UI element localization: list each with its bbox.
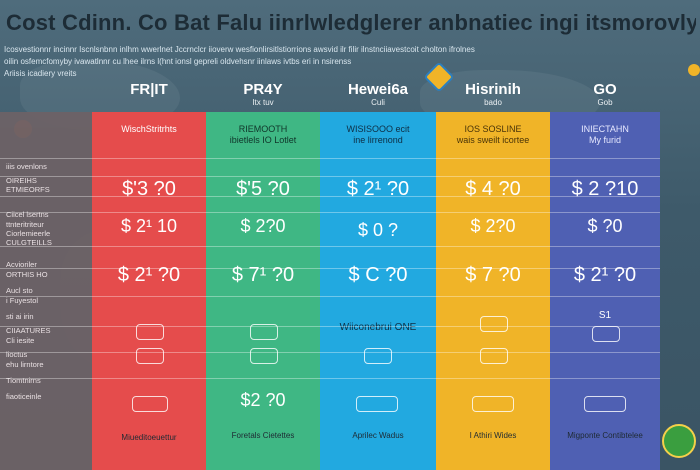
row-divider xyxy=(0,158,660,159)
price-value: $ C ?0 xyxy=(348,264,408,286)
feature-label: i Fuyestol xyxy=(6,296,39,305)
feature-glyph-icon xyxy=(480,348,508,364)
price-value: $ 2¹ ?0 xyxy=(573,264,637,286)
subtitle-line: oilin osfemcfomyby ivawatlnnr cu lhee il… xyxy=(4,57,352,66)
row-divider xyxy=(0,268,660,269)
feature-label: ttnteritriteur xyxy=(6,220,44,229)
plan-sub: Gob xyxy=(597,98,613,107)
plan-header: GO Gob xyxy=(550,82,660,112)
price-value: $ ?0 xyxy=(587,216,623,236)
feature-label: CIIAATURES xyxy=(6,326,51,335)
plan-column: WischStritrhts $'3 ?0 $ 2¹ 10 $ 2¹ ?0 Mi… xyxy=(92,112,206,470)
plan-sub: Culi xyxy=(371,98,385,107)
plan-description: WISISOOO ecit ine lirrenond xyxy=(346,124,410,145)
plan-header: FR|IT xyxy=(92,82,206,112)
row-divider xyxy=(0,176,660,177)
row-divider xyxy=(0,212,660,213)
plan-name: GO xyxy=(593,81,617,98)
feature-glyph-icon xyxy=(136,324,164,340)
feature-glyph-icon xyxy=(472,396,514,412)
feature-label: ETMIEORFS xyxy=(6,185,50,194)
price-value: $ 7 ?0 xyxy=(465,264,521,286)
plan-footer: Migponte Contibtelee xyxy=(567,431,643,440)
price-value: $ 2¹ ?0 xyxy=(346,178,410,200)
subtitle-line: Icosvestionnr incinnr Iscnlsnbnn inlhm w… xyxy=(4,45,475,54)
sun-icon xyxy=(688,64,700,76)
feature-label: Aucl sto xyxy=(6,286,33,295)
plan-footer: Foretals Cietettes xyxy=(231,431,295,440)
price-value: $ 2¹ 10 xyxy=(120,216,178,236)
feature-label-column: iiis ovenlons OIREIHS ETMIEORFS Ciicel l… xyxy=(0,112,92,470)
feature-label: ehu lirntore xyxy=(6,360,44,369)
plan-highlight-note: S1 xyxy=(598,310,612,321)
subtitle-line: Ariisis icadiery vreits xyxy=(4,69,77,78)
feature-glyph-icon xyxy=(592,326,620,342)
feature-glyph-icon xyxy=(250,348,278,364)
price-value: $'3 ?0 xyxy=(122,178,176,200)
plan-name: Hisrinih xyxy=(465,81,521,98)
plan-header: PR4Y Itx tuv xyxy=(206,82,320,112)
plan-column: RIEMOOTH ibietlels IO Lotlet $'5 ?0 $ 2?… xyxy=(206,112,320,470)
feature-glyph-icon xyxy=(250,324,278,340)
price-value: $'5 ?0 xyxy=(236,178,290,200)
feature-label: sti ai irin xyxy=(6,312,34,321)
plan-column: IOS SOSLINE wais sweilt icortee $ 4 ?0 $… xyxy=(436,112,550,470)
plan-footer: Miueditoeuettur xyxy=(121,433,177,442)
feature-label: Acvioriler xyxy=(6,260,37,269)
plan-description: INIECTAHN My furid xyxy=(581,124,629,145)
page-title: Cost Cdinn. Co Bat Falu iinrlwledglerer … xyxy=(6,10,696,35)
price-value: $ 2?0 xyxy=(240,216,286,236)
feature-label: Ciorlemieerle xyxy=(6,229,51,238)
feature-label: OIREIHS xyxy=(6,176,37,185)
plan-sub: bado xyxy=(484,98,502,107)
globe-badge-icon xyxy=(662,424,696,458)
plan-name: PR4Y xyxy=(243,81,283,98)
plan-name: FR|IT xyxy=(130,81,168,98)
plan-footer: I Athiri Wides xyxy=(469,431,517,440)
plan-header-row: FR|IT PR4Y Itx tuv Hewei6a Culi Hisrinih… xyxy=(0,82,700,112)
feature-label: Tiomtnirns xyxy=(6,376,41,385)
plan-description: WischStritrhts xyxy=(121,124,177,134)
feature-glyph-icon xyxy=(364,348,392,364)
feature-label: ORTHIS HO xyxy=(6,270,48,279)
feature-label: lioctus xyxy=(6,350,28,359)
feature-glyph-icon xyxy=(136,348,164,364)
feature-glyph-icon xyxy=(356,396,398,412)
price-value: $2 ?0 xyxy=(240,390,286,410)
feature-label: Cli iesite xyxy=(6,336,35,345)
price-value: $ 2?0 xyxy=(470,216,516,236)
row-divider xyxy=(0,352,660,353)
plan-footer: Aprilec Wadus xyxy=(352,431,404,440)
plan-header: Hewei6a Culi xyxy=(320,82,436,112)
plan-sub: Itx tuv xyxy=(252,98,274,107)
price-value: $ 7¹ ?0 xyxy=(231,264,295,286)
feature-label: fiaoticeinle xyxy=(6,392,42,401)
price-value: $ 2¹ ?0 xyxy=(117,264,181,286)
plan-header: Hisrinih bado xyxy=(436,82,550,112)
plan-column: INIECTAHN My furid $ 2 ?10 $ ?0 $ 2¹ ?0 … xyxy=(550,112,660,470)
feature-label: iiis ovenlons xyxy=(6,162,47,171)
plan-description: RIEMOOTH ibietlels IO Lotlet xyxy=(229,124,297,145)
row-divider xyxy=(0,246,660,247)
plan-highlight-note: Wiiconebrui ONE xyxy=(339,322,417,333)
row-divider xyxy=(0,378,660,379)
price-value: $ 0 ? xyxy=(357,220,399,240)
feature-glyph-icon xyxy=(584,396,626,412)
row-divider xyxy=(0,326,660,327)
row-divider xyxy=(0,196,660,197)
row-divider xyxy=(0,296,660,297)
plan-name: Hewei6a xyxy=(347,81,409,98)
price-value: $ 2 ?10 xyxy=(571,178,639,200)
plan-column: WISISOOO ecit ine lirrenond $ 2¹ ?0 $ 0 … xyxy=(320,112,436,470)
feature-label: Ciicel lsertns xyxy=(6,210,49,219)
plan-description: IOS SOSLINE wais sweilt icortee xyxy=(456,124,530,145)
feature-glyph-icon xyxy=(480,316,508,332)
price-value: $ 4 ?0 xyxy=(465,178,521,200)
page-subtitle: Icosvestionnr incinnr Iscnlsnbnn inlhm w… xyxy=(4,44,694,80)
feature-label: CULGTEILLS xyxy=(6,238,52,247)
feature-glyph-icon xyxy=(132,396,168,412)
